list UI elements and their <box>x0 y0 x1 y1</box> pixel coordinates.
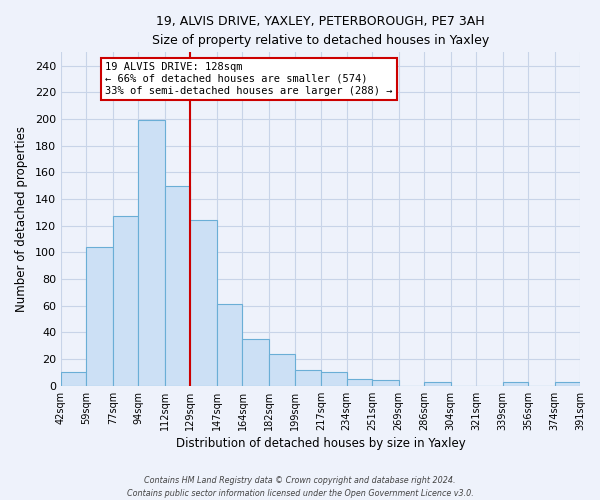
Y-axis label: Number of detached properties: Number of detached properties <box>15 126 28 312</box>
Bar <box>190 220 217 386</box>
Bar <box>113 216 139 386</box>
Text: 19 ALVIS DRIVE: 128sqm
← 66% of detached houses are smaller (574)
33% of semi-de: 19 ALVIS DRIVE: 128sqm ← 66% of detached… <box>105 62 392 96</box>
Bar <box>86 247 113 386</box>
Bar <box>165 186 190 386</box>
Text: Contains HM Land Registry data © Crown copyright and database right 2024.
Contai: Contains HM Land Registry data © Crown c… <box>127 476 473 498</box>
Title: 19, ALVIS DRIVE, YAXLEY, PETERBOROUGH, PE7 3AH
Size of property relative to deta: 19, ALVIS DRIVE, YAXLEY, PETERBOROUGH, P… <box>152 15 489 47</box>
Bar <box>555 382 580 386</box>
Bar <box>372 380 398 386</box>
Bar <box>269 354 295 386</box>
Bar <box>242 339 269 386</box>
Bar <box>321 372 347 386</box>
Bar <box>295 370 321 386</box>
Bar <box>61 372 86 386</box>
Bar <box>347 379 372 386</box>
Bar <box>139 120 165 386</box>
X-axis label: Distribution of detached houses by size in Yaxley: Distribution of detached houses by size … <box>176 437 466 450</box>
Bar <box>424 382 451 386</box>
Bar <box>503 382 528 386</box>
Bar <box>217 304 242 386</box>
